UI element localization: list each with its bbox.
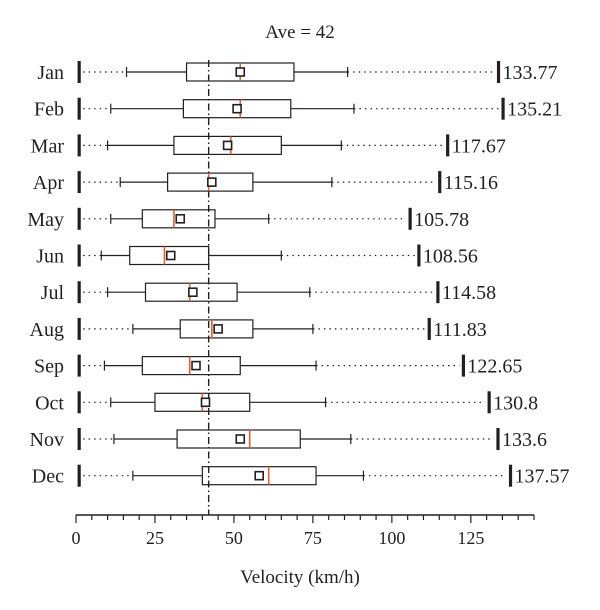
max-value-label-oct: 130.8 bbox=[493, 392, 538, 414]
mean-marker-feb bbox=[232, 103, 242, 114]
month-label-feb: Feb bbox=[34, 99, 64, 121]
max-value-label-sep: 122.65 bbox=[467, 356, 522, 378]
mean-marker-nov bbox=[235, 434, 246, 444]
max-value-label-nov: 133.6 bbox=[502, 429, 547, 451]
month-label-jun: Jun bbox=[36, 246, 64, 268]
month-label-may: May bbox=[27, 209, 64, 231]
x-tick-label: 25 bbox=[146, 528, 164, 548]
iqr-box-jul bbox=[144, 282, 238, 302]
x-tick-label: 50 bbox=[225, 528, 243, 548]
max-value-label-jun: 108.56 bbox=[423, 246, 478, 268]
month-label-sep: Sep bbox=[34, 356, 64, 378]
max-value-label-jul: 114.58 bbox=[442, 282, 496, 304]
mean-marker-jan bbox=[235, 67, 246, 77]
x-axis-title: Velocity (km/h) bbox=[240, 567, 360, 588]
max-value-label-jan: 133.77 bbox=[503, 62, 558, 84]
x-axis: 0 25 50 75 100 125 bbox=[72, 514, 535, 548]
month-label-oct: Oct bbox=[35, 392, 64, 414]
mean-marker-jun bbox=[165, 250, 176, 261]
mean-marker-apr bbox=[207, 177, 217, 187]
month-label-mar: Mar bbox=[31, 135, 65, 157]
iqr-box-jun bbox=[129, 245, 210, 266]
mean-marker-jul bbox=[188, 287, 198, 298]
mean-marker-mar bbox=[222, 140, 233, 151]
mean-marker-may bbox=[175, 214, 186, 224]
max-value-label-mar: 117.67 bbox=[452, 135, 506, 157]
month-label-jul: Jul bbox=[41, 282, 65, 304]
month-label-nov: Nov bbox=[30, 429, 64, 451]
mean-marker-sep bbox=[191, 360, 201, 371]
max-value-label-dec: 137.57 bbox=[515, 466, 570, 488]
month-label-dec: Dec bbox=[32, 466, 64, 488]
x-tick-label: 0 bbox=[72, 528, 81, 548]
max-value-label-may: 105.78 bbox=[414, 209, 469, 231]
max-value-label-apr: 115.16 bbox=[444, 172, 498, 194]
iqr-box-sep bbox=[141, 356, 241, 376]
iqr-box-mar bbox=[173, 135, 282, 155]
iqr-box-aug bbox=[179, 319, 254, 339]
x-tick-label: 75 bbox=[304, 528, 322, 548]
plot-area: Jan 133.77 Feb 135.21 Mar 117.67 Apr 115.16 May 1… bbox=[27, 60, 570, 515]
month-label-aug: Aug bbox=[30, 319, 64, 341]
iqr-box-apr bbox=[167, 172, 254, 192]
mean-marker-dec bbox=[254, 470, 264, 481]
iqr-box-nov bbox=[176, 429, 301, 449]
iqr-box-dec bbox=[201, 466, 317, 486]
month-label-jan: Jan bbox=[37, 62, 64, 84]
mean-marker-oct bbox=[200, 397, 211, 408]
x-tick-label: 125 bbox=[457, 528, 484, 548]
iqr-box-feb bbox=[182, 99, 292, 119]
month-label-apr: Apr bbox=[33, 172, 64, 194]
max-value-label-aug: 111.83 bbox=[433, 319, 487, 341]
iqr-box-may bbox=[141, 209, 216, 229]
chart-title: Ave = 42 bbox=[265, 22, 334, 43]
mean-marker-aug bbox=[213, 324, 223, 334]
x-tick-label: 100 bbox=[378, 528, 405, 548]
max-value-label-feb: 135.21 bbox=[507, 99, 562, 121]
